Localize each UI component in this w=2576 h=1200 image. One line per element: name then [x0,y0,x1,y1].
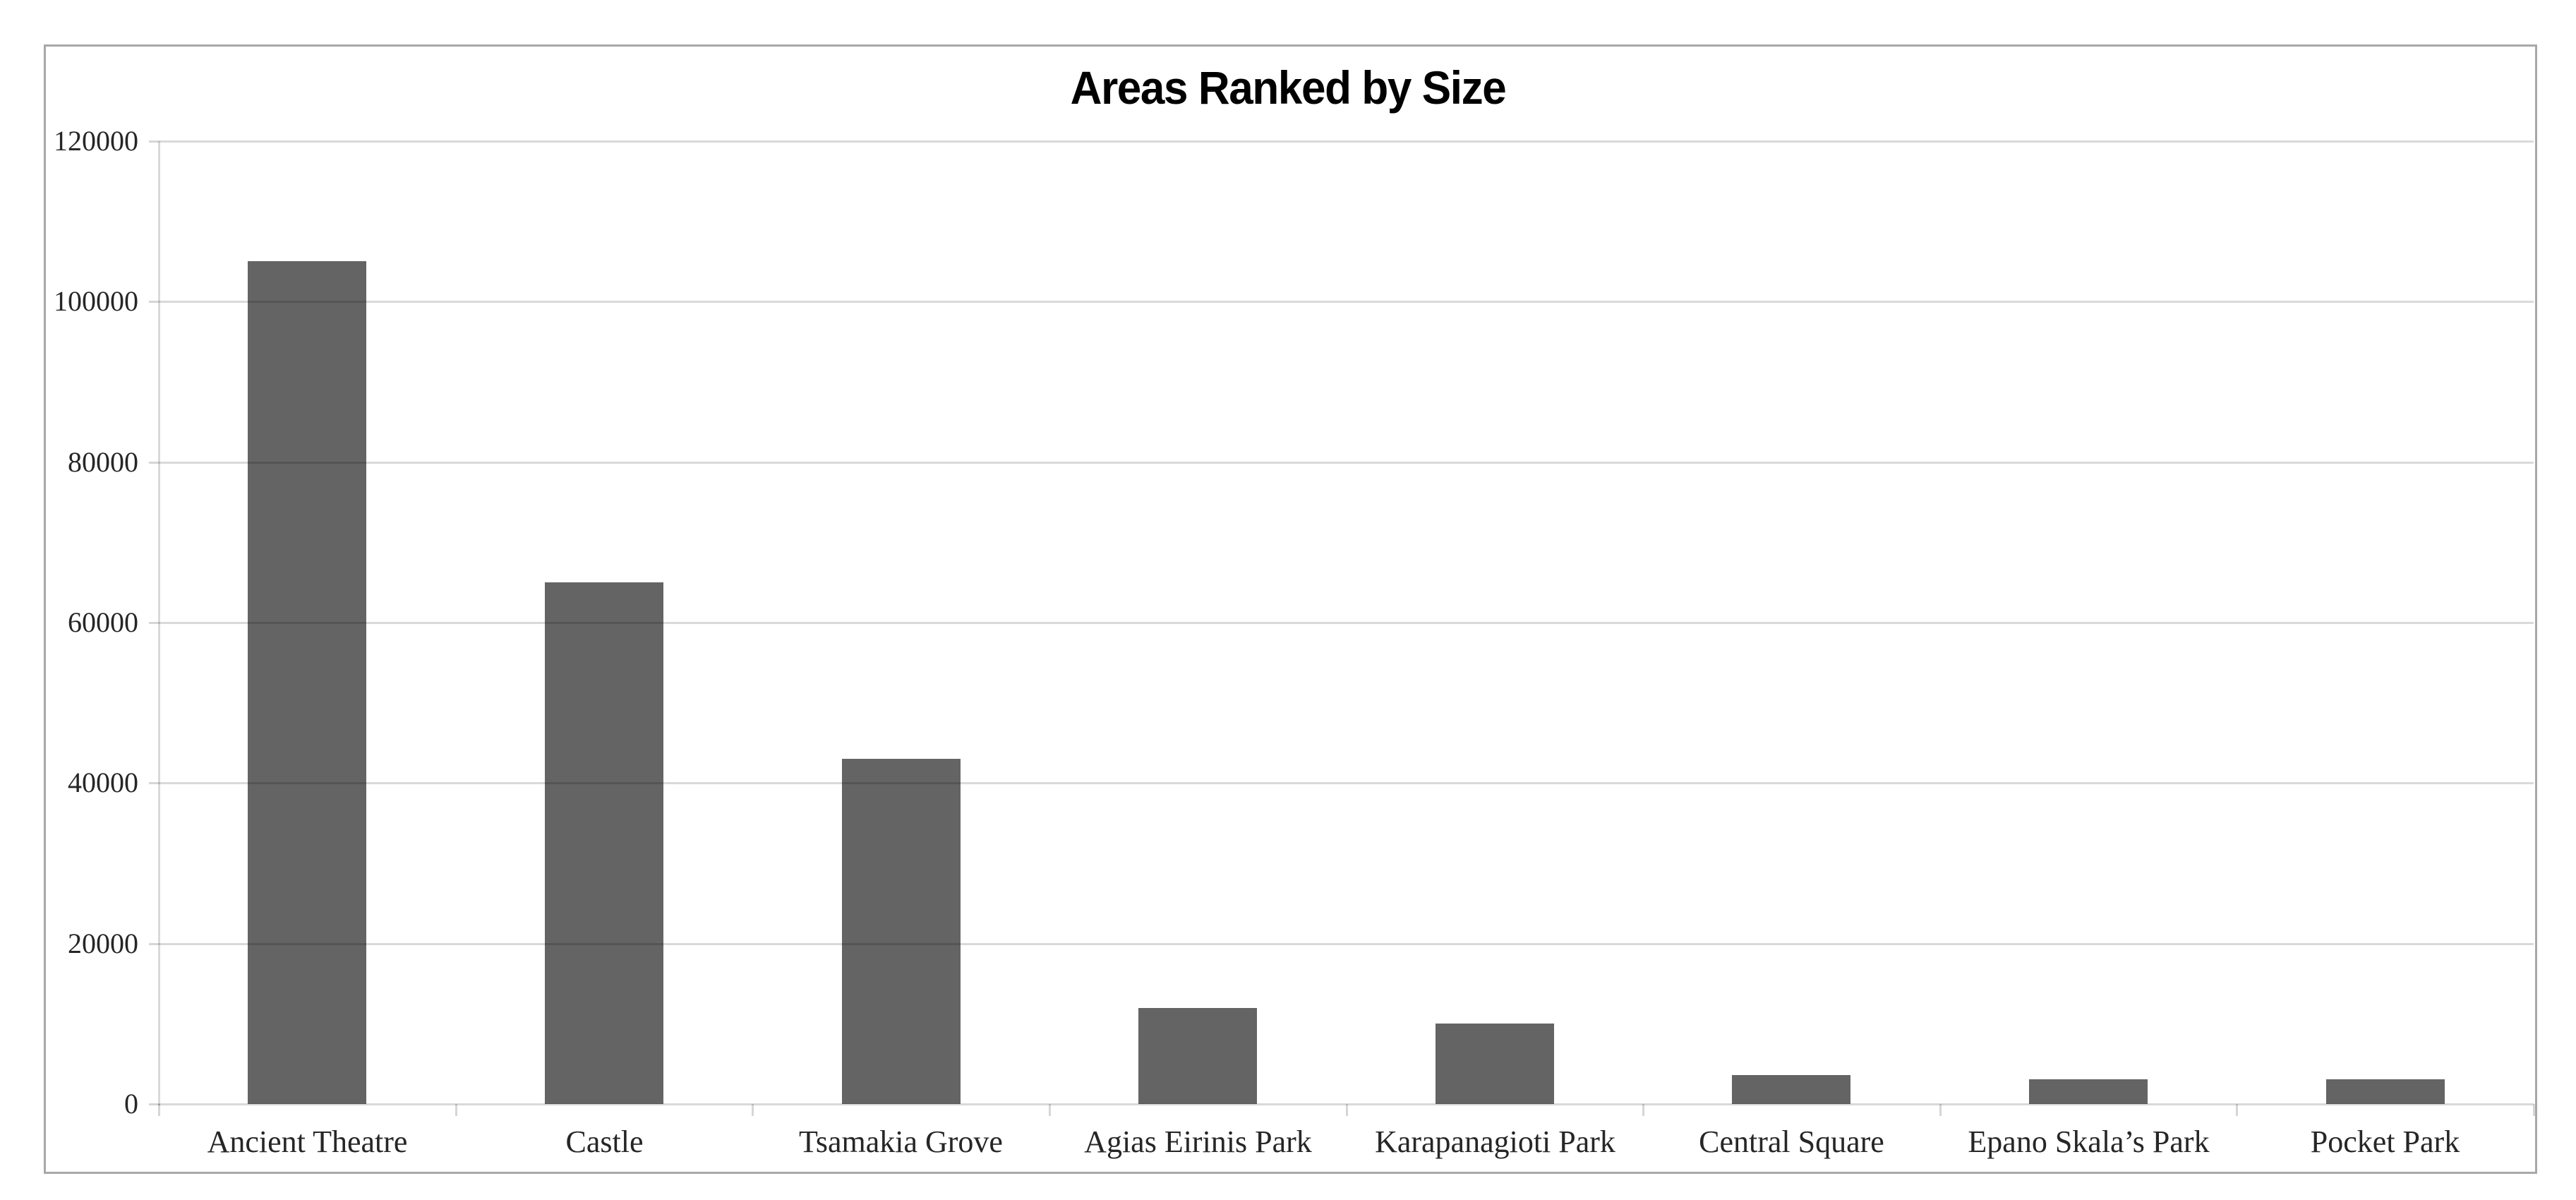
x-axis-tick [1346,1104,1348,1116]
bar [1436,1024,1554,1104]
y-axis-tick-label: 120000 [54,125,138,157]
y-axis-tick [149,301,159,303]
gridline [159,1103,2534,1105]
y-axis-line [158,141,160,1105]
x-axis-category-label: Central Square [1699,1124,1884,1159]
y-axis-tick-label: 20000 [68,928,138,959]
bar [2326,1079,2445,1104]
y-axis-tick [149,140,159,143]
x-axis-category-label: Ancient Theatre [207,1124,408,1159]
x-axis-tick [455,1104,457,1116]
y-axis-tick [149,782,159,784]
y-axis-tick-label: 40000 [68,767,138,798]
y-axis-tick-label: 100000 [54,285,138,317]
x-axis-tick [2236,1104,2238,1116]
x-axis-tick [158,1104,160,1116]
y-axis-tick [149,1103,159,1105]
x-axis-category-label: Castle [565,1124,644,1159]
gridline [159,301,2534,303]
y-axis-tick-label: 0 [124,1088,138,1120]
y-axis-tick [149,622,159,624]
bar [2029,1079,2148,1104]
x-axis-tick [2533,1104,2535,1116]
y-axis-tick [149,943,159,945]
x-axis-tick [1642,1104,1644,1116]
y-axis-tick-label: 80000 [68,446,138,478]
x-axis-category-label: Karapanagioti Park [1375,1124,1615,1159]
x-axis-category-label: Pocket Park [2310,1124,2460,1159]
bar [1732,1075,1850,1104]
chart-border [44,44,2537,1174]
gridline [159,462,2534,464]
y-axis-tick [149,462,159,464]
x-axis-tick [752,1104,754,1116]
bar [842,759,961,1104]
chart-title: Areas Ranked by Size [1070,61,1507,114]
bar [1138,1008,1257,1104]
y-axis-tick-label: 60000 [68,606,138,638]
x-axis-tick [1939,1104,1942,1116]
gridline [159,622,2534,624]
gridline [159,140,2534,143]
gridline [159,782,2534,784]
gridline [159,943,2534,945]
bar [545,582,663,1104]
x-axis-tick [1049,1104,1051,1116]
x-axis-category-label: Agias Eirinis Park [1084,1124,1312,1159]
x-axis-category-label: Tsamakia Grove [799,1124,1003,1159]
x-axis-category-label: Epano Skala’s Park [1968,1124,2210,1159]
bar [248,261,366,1104]
